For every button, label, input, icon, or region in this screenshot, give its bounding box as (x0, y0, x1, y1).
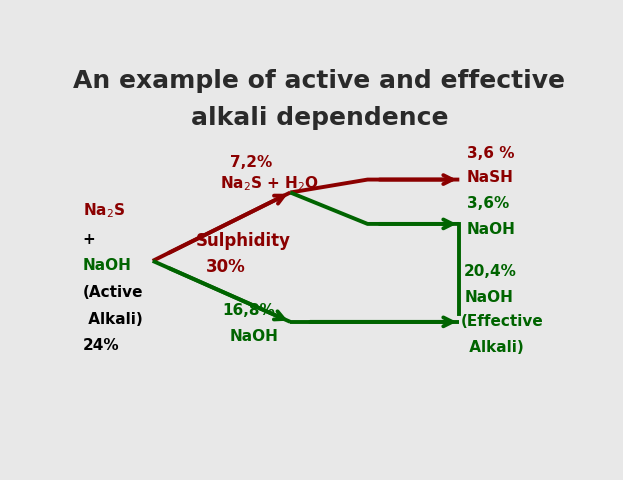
Text: Na$_2$S: Na$_2$S (83, 202, 125, 220)
Text: Sulphidity: Sulphidity (196, 232, 291, 250)
Text: 3,6%: 3,6% (467, 196, 509, 211)
Text: 24%: 24% (83, 338, 120, 353)
Text: An example of active and effective: An example of active and effective (74, 69, 565, 93)
Text: NaSH: NaSH (467, 170, 513, 185)
Text: 7,2%: 7,2% (230, 156, 272, 170)
Text: Na$_2$S + H$_2$O: Na$_2$S + H$_2$O (221, 174, 320, 192)
Text: +: + (83, 232, 95, 247)
Text: NaOH: NaOH (83, 258, 131, 274)
Text: Alkali): Alkali) (464, 340, 524, 355)
Text: NaOH: NaOH (467, 222, 515, 237)
Text: 16,8%: 16,8% (223, 303, 275, 318)
Text: 20,4%: 20,4% (464, 264, 517, 279)
Text: (Active: (Active (83, 285, 143, 300)
Text: NaOH: NaOH (464, 290, 513, 305)
Text: 3,6 %: 3,6 % (467, 146, 514, 161)
Text: NaOH: NaOH (230, 329, 279, 344)
Text: 30%: 30% (206, 258, 245, 276)
Text: alkali dependence: alkali dependence (191, 106, 448, 130)
Text: Alkali): Alkali) (83, 312, 143, 327)
Text: (Effective: (Effective (461, 314, 543, 329)
